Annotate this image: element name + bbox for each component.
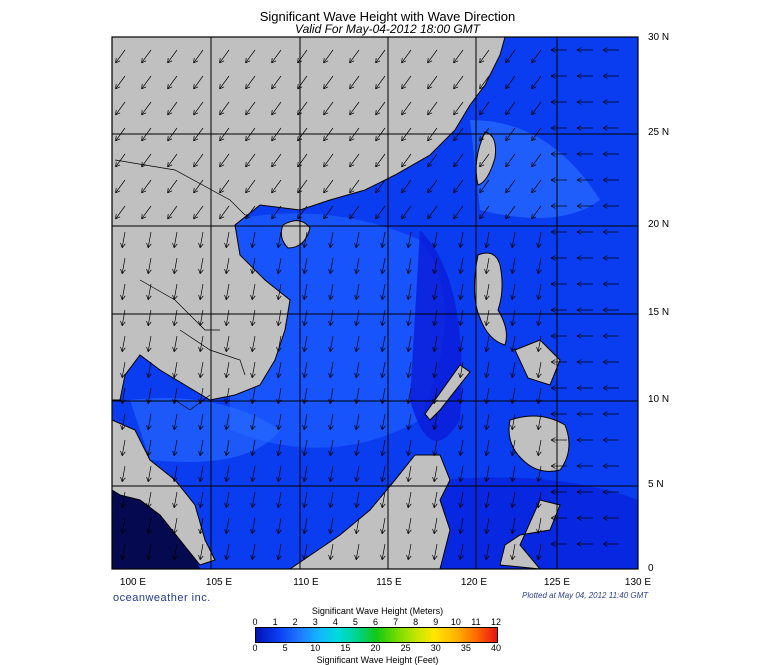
colorbar-title-feet: Significant Wave Height (Feet) xyxy=(316,655,439,665)
luzon-island xyxy=(473,252,507,346)
lat-label: 0 xyxy=(648,563,654,574)
lon-label: 100 E xyxy=(119,577,147,588)
visayas-islands xyxy=(514,339,561,386)
lon-label: 115 E xyxy=(376,577,402,588)
colorbar-meters-tick: 11 xyxy=(471,617,481,627)
colorbar-meters-tick: 8 xyxy=(413,617,419,627)
palawan-island xyxy=(424,364,471,421)
colorbar-meters-tick: 12 xyxy=(490,617,501,627)
colorbar-meters-tick: 7 xyxy=(393,617,399,627)
colorbar-meters-tick: 0 xyxy=(252,617,258,627)
lat-label: 10 N xyxy=(648,394,670,405)
lon-label: 120 E xyxy=(460,577,488,588)
lat-label: 30 N xyxy=(648,32,670,43)
colorbar-title-meters: Significant Wave Height (Meters) xyxy=(311,606,444,616)
lat-label: 5 N xyxy=(648,479,664,490)
colorbar-feet-tick: 10 xyxy=(310,643,321,653)
colorbar-feet-tick: 25 xyxy=(400,643,411,653)
mindanao-island xyxy=(508,415,570,472)
malay-peninsula xyxy=(112,419,216,566)
lon-label: 110 E xyxy=(293,577,319,588)
lat-label: 15 N xyxy=(648,307,670,318)
colorbar-meters-tick: 10 xyxy=(450,617,461,627)
colorbar-feet-tick: 30 xyxy=(430,643,441,653)
colorbar-meters-tick: 2 xyxy=(292,617,298,627)
colorbar-feet-tick: 35 xyxy=(460,643,471,653)
lat-label: 20 N xyxy=(648,219,670,230)
colorbar-meters-tick: 6 xyxy=(372,617,378,627)
colorbar-meters-tick: 4 xyxy=(332,617,338,627)
colorbar-feet-tick: 0 xyxy=(252,643,258,653)
colorbar-meters-tick: 9 xyxy=(433,617,439,627)
hainan-island xyxy=(280,220,311,249)
colorbar-meters-tick: 1 xyxy=(272,617,278,627)
lon-label: 125 E xyxy=(543,577,571,588)
colorbar-feet-tick: 20 xyxy=(370,643,381,653)
colorbar-meters-tick: 3 xyxy=(312,617,318,627)
lon-label: 130 E xyxy=(624,577,652,588)
borneo-island xyxy=(289,454,451,569)
colorbar-feet-tick: 5 xyxy=(282,643,288,653)
map-subtitle: Valid For May-04-2012 18:00 GMT xyxy=(295,22,480,36)
lon-label: 105 E xyxy=(205,577,233,588)
colorbar-feet-tick: 15 xyxy=(340,643,351,653)
colorbar-meters-tick: 5 xyxy=(352,617,358,627)
asia-mainland xyxy=(112,37,506,401)
plotted-timestamp: Plotted at May 04, 2012 11:40 GMT xyxy=(522,591,649,600)
colorbar-feet-tick: 40 xyxy=(490,643,501,653)
lat-label: 25 N xyxy=(648,127,670,138)
brand-logo-text: oceanweather inc. xyxy=(113,592,211,604)
wave-height-colorbar xyxy=(255,627,498,643)
map-border xyxy=(111,36,639,570)
map-title: Significant Wave Height with Wave Direct… xyxy=(259,9,516,24)
